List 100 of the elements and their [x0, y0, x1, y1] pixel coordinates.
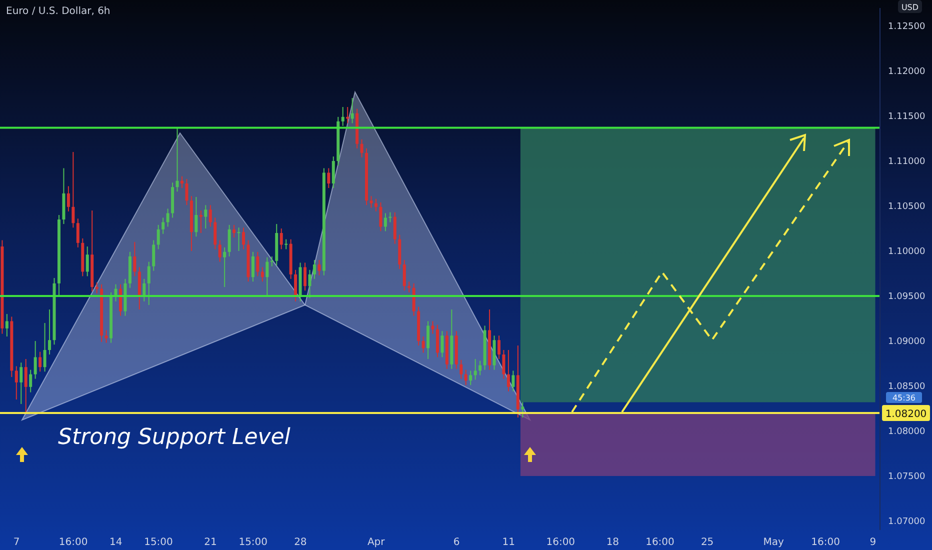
candlestick — [14, 366, 18, 400]
y-tick-label: 1.10000 — [888, 247, 926, 258]
candlestick — [199, 210, 202, 234]
candlestick — [86, 246, 89, 277]
candlestick — [29, 369, 32, 393]
candlestick — [223, 246, 226, 288]
candlestick — [5, 314, 8, 337]
candlestick — [228, 224, 231, 257]
x-tick-label: 16:00 — [58, 537, 88, 548]
candlestick — [304, 262, 307, 292]
candlestick — [176, 127, 179, 192]
candlestick — [512, 370, 515, 392]
candlestick — [327, 168, 330, 188]
candlestick — [469, 370, 472, 386]
candlestick — [460, 359, 463, 380]
candlestick — [162, 217, 165, 234]
candlestick — [34, 340, 37, 380]
candlestick — [232, 224, 236, 238]
y-tick-label: 1.12000 — [888, 67, 926, 78]
candlestick — [350, 98, 354, 124]
y-tick-label: 1.11000 — [888, 157, 926, 168]
candlestick — [76, 218, 80, 248]
y-tick-label: 1.10500 — [888, 202, 926, 212]
candlestick — [294, 269, 298, 302]
candlestick — [497, 335, 500, 360]
y-tick-label: 1.12500 — [888, 22, 926, 32]
candlestick — [242, 227, 245, 250]
x-tick-label: 15:00 — [238, 537, 268, 548]
candlestick — [48, 309, 52, 355]
x-tick-label: 14 — [110, 537, 122, 548]
candlestick — [260, 266, 264, 282]
candlestick — [436, 324, 439, 358]
candlestick — [502, 350, 506, 380]
candlestick — [204, 204, 208, 229]
candlestick — [374, 198, 378, 212]
x-tick-label: 9 — [870, 537, 876, 548]
candlestick — [43, 322, 46, 372]
y-tick-label: 1.11500 — [888, 112, 926, 122]
y-tick-label: 1.08500 — [888, 382, 926, 392]
candlestick — [402, 260, 406, 292]
candlestick — [412, 282, 416, 316]
x-tick-label: 28 — [294, 537, 307, 548]
y-axis-title: USD — [901, 3, 919, 12]
y-tick-label: 1.09000 — [888, 337, 926, 348]
candlestick — [478, 360, 482, 376]
text: 45:36 — [892, 394, 916, 402]
candlestick — [118, 284, 122, 316]
candlestick — [194, 196, 198, 238]
candlestick — [379, 202, 382, 232]
candlestick — [185, 178, 188, 206]
candlestick — [318, 260, 321, 276]
candlestick — [440, 330, 444, 358]
x-tick-label: 16:00 — [546, 537, 576, 548]
candlestick — [284, 238, 288, 250]
x-tick-label: 6 — [453, 537, 460, 548]
candlestick — [506, 350, 510, 392]
x-tick-label: May — [763, 537, 784, 548]
candlestick — [166, 208, 170, 228]
candlestick — [308, 269, 312, 298]
candlestick — [464, 369, 468, 386]
x-tick-label: 18 — [606, 537, 620, 548]
candlestick — [360, 138, 364, 158]
candlestick — [266, 256, 269, 296]
candlestick — [104, 330, 108, 344]
candlestick — [133, 242, 136, 277]
candlestick — [66, 186, 70, 212]
candlestick — [431, 320, 434, 334]
candlestick — [422, 336, 425, 354]
candlestick — [208, 204, 212, 228]
y-tick-label: 1.07000 — [888, 517, 926, 528]
candlestick — [251, 251, 254, 282]
candlestick — [393, 212, 396, 244]
candlestick — [156, 224, 160, 250]
candlestick — [426, 320, 430, 360]
x-tick-label: 11 — [502, 537, 515, 548]
y-tick-label: 1.07500 — [888, 472, 926, 482]
x-tick-label: 15:00 — [144, 537, 173, 548]
candlestick — [332, 156, 335, 188]
candlestick — [20, 362, 23, 404]
x-tick-label: 21 — [204, 537, 217, 548]
candlestick — [218, 240, 222, 262]
annotation: Strong Support Level — [58, 425, 290, 450]
candlestick — [312, 260, 316, 280]
x-tick-label: 7 — [13, 537, 20, 548]
candlestick — [95, 282, 98, 294]
x-tick-label: 16:00 — [811, 537, 840, 548]
x-tick-label: 16:00 — [646, 537, 674, 548]
candlestick — [152, 240, 156, 272]
chart-title: Euro / U.S. Dollar, 6h — [6, 6, 110, 17]
candlestick — [24, 358, 28, 414]
candlestick — [408, 281, 411, 293]
y-tick-label: 1.08000 — [888, 427, 926, 438]
x-tick-label: Apr — [367, 537, 386, 548]
ref-line-label: 1.08200 — [885, 409, 927, 420]
candlestick — [280, 228, 283, 250]
candlestick — [38, 351, 42, 372]
candlestick — [474, 358, 477, 380]
x-tick-label: 25 — [700, 537, 714, 548]
y-tick-label: 1.09500 — [888, 292, 926, 302]
candlestick — [237, 227, 240, 252]
